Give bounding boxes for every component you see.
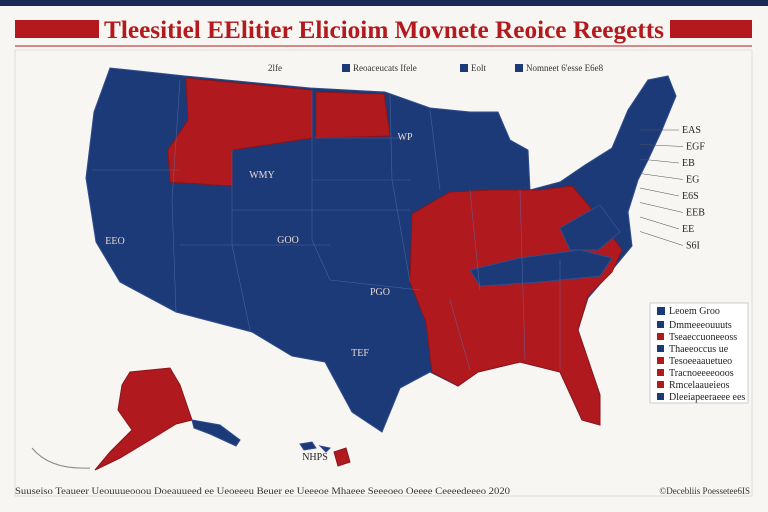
leader-line bbox=[639, 231, 684, 246]
legend-label: Eolt bbox=[471, 63, 486, 73]
banner-right bbox=[670, 20, 752, 38]
east-label: EE bbox=[682, 224, 694, 235]
east-label: EG bbox=[686, 175, 699, 186]
east-label: S6I bbox=[686, 241, 700, 252]
leader-line bbox=[639, 158, 680, 164]
state-label: TEF bbox=[351, 348, 369, 359]
footer-source: Suuseiso Teaueer Ueouuueooou Doeauueed e… bbox=[15, 486, 511, 496]
state-label: GOO bbox=[277, 235, 299, 246]
side-legend-label: Thaeeoccus ue bbox=[669, 344, 729, 355]
east-label: E6S bbox=[682, 191, 699, 202]
side-legend-label: Tseaeccuoneeoss bbox=[669, 332, 737, 343]
leader-line bbox=[639, 173, 684, 180]
legend-swatch bbox=[342, 64, 350, 72]
state-label: NHPS bbox=[302, 452, 328, 463]
hawaii-1 bbox=[299, 441, 317, 451]
legend-swatch bbox=[515, 64, 523, 72]
east-label: EB bbox=[682, 158, 695, 169]
virginia-blue bbox=[559, 204, 621, 251]
side-legend-swatch bbox=[657, 393, 664, 400]
leader-line bbox=[639, 187, 680, 197]
footer-credit: ©Decebliis Poessetee6IS bbox=[659, 486, 750, 496]
leader-line bbox=[639, 144, 684, 147]
aleutians bbox=[31, 447, 91, 469]
side-legend-swatch bbox=[657, 333, 664, 340]
state-label: WMY bbox=[249, 170, 275, 181]
legend-label: 2lfe bbox=[268, 63, 282, 73]
side-legend-swatch bbox=[657, 381, 664, 388]
dakota-red bbox=[315, 91, 391, 139]
legend-label: Nomneet 6'esse E6e8 bbox=[526, 63, 604, 73]
side-legend-swatch bbox=[657, 345, 664, 352]
side-legend-box bbox=[649, 302, 749, 404]
state-borders bbox=[92, 79, 561, 371]
hawaii-3 bbox=[333, 447, 351, 467]
alaska-panhandle bbox=[191, 419, 241, 447]
kentucky-blue bbox=[469, 249, 613, 287]
side-legend-title: Leoem Groo bbox=[669, 306, 720, 317]
side-legend-label: Rmcelaaueieos bbox=[669, 380, 730, 391]
top-bar bbox=[0, 0, 768, 6]
state-label: EEO bbox=[105, 236, 124, 247]
banner-left bbox=[15, 20, 99, 38]
east-label: EGF bbox=[686, 142, 705, 153]
legend-label: Reoaceucats Ifele bbox=[353, 63, 417, 73]
side-legend-label: Tesoeeaauetueo bbox=[669, 356, 732, 367]
side-legend-swatch bbox=[657, 357, 664, 364]
side-legend-label: Dleeiapeeraeee ees bbox=[669, 392, 745, 403]
state-label: WP bbox=[398, 132, 413, 143]
leader-line bbox=[639, 216, 680, 230]
side-legend-label: Tracnoeeeeooos bbox=[669, 368, 734, 379]
title: Tleesitiel EElitier Elicioim Movnete Reo… bbox=[104, 17, 664, 44]
frame bbox=[14, 49, 753, 497]
side-legend-swatch bbox=[657, 321, 664, 328]
side-legend-swatch bbox=[657, 307, 665, 315]
east-label: EAS bbox=[682, 125, 701, 136]
leader-line bbox=[639, 202, 684, 213]
east-label: EEB bbox=[686, 208, 705, 219]
alaska bbox=[94, 367, 193, 471]
state-label: PGO bbox=[370, 287, 390, 298]
side-legend-swatch bbox=[657, 369, 664, 376]
legend-swatch bbox=[460, 64, 468, 72]
hawaii-2 bbox=[318, 445, 332, 453]
side-legend-label: Dmmeeeouuuts bbox=[669, 320, 732, 331]
